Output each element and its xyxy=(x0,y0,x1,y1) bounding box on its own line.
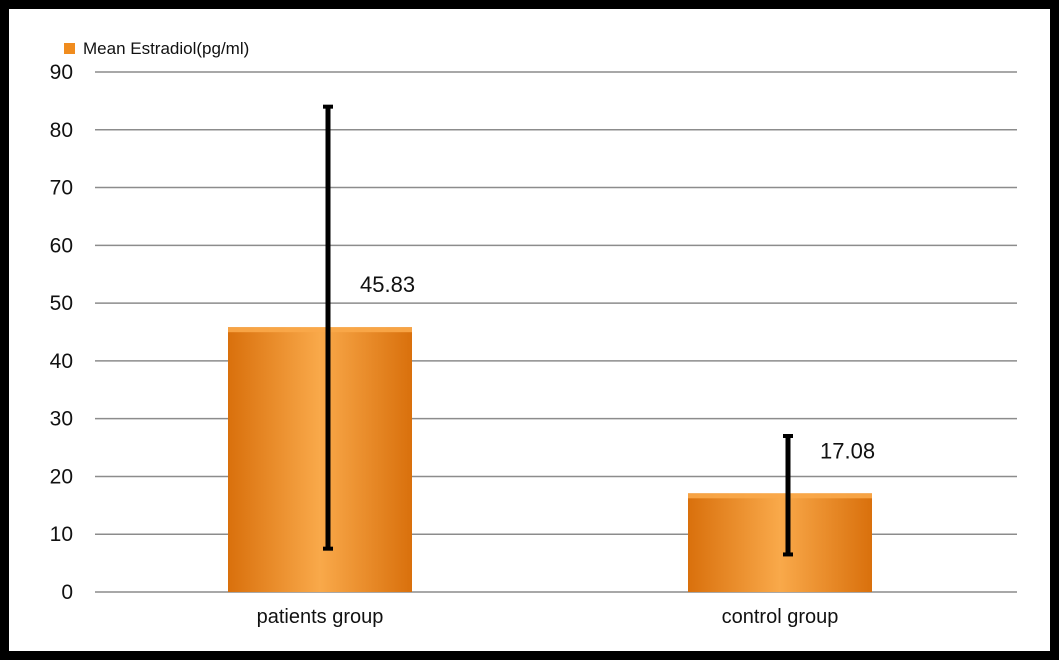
legend: Mean Estradiol(pg/ml) xyxy=(64,39,249,58)
bar-1 xyxy=(688,493,872,592)
category-label-1: control group xyxy=(722,606,839,628)
bar-top-highlight-0 xyxy=(228,327,412,333)
bar-chart: Mean Estradiol(pg/ml) 0 10 20 30 40 50 60 70 80 9… xyxy=(50,39,1017,628)
y-tick-label-10: 10 xyxy=(50,523,73,546)
data-label-0: 45.83 xyxy=(360,272,415,297)
category-label-0: patients group xyxy=(257,606,384,628)
y-tick-label-30: 30 xyxy=(50,408,73,431)
error-bars xyxy=(323,104,793,557)
bar-top-highlight-1 xyxy=(688,493,872,499)
y-tick-label-20: 20 xyxy=(50,465,73,488)
y-tick-label-90: 90 xyxy=(50,61,73,84)
y-tick-label-70: 70 xyxy=(50,177,73,200)
bar-0 xyxy=(228,327,412,592)
legend-swatch xyxy=(64,43,75,54)
y-tick-label-50: 50 xyxy=(50,292,73,315)
x-axis-category-labels: patients group control group xyxy=(257,606,839,628)
y-tick-label-80: 80 xyxy=(50,119,73,142)
data-labels: 45.83 17.08 xyxy=(360,272,875,463)
bars xyxy=(228,327,872,592)
y-tick-label-0: 0 xyxy=(61,581,73,604)
y-tick-label-40: 40 xyxy=(50,350,73,373)
legend-label: Mean Estradiol(pg/ml) xyxy=(83,39,249,58)
y-axis-tick-labels: 0 10 20 30 40 50 60 70 80 90 xyxy=(50,61,73,604)
data-label-1: 17.08 xyxy=(820,438,875,463)
y-tick-label-60: 60 xyxy=(50,234,73,257)
